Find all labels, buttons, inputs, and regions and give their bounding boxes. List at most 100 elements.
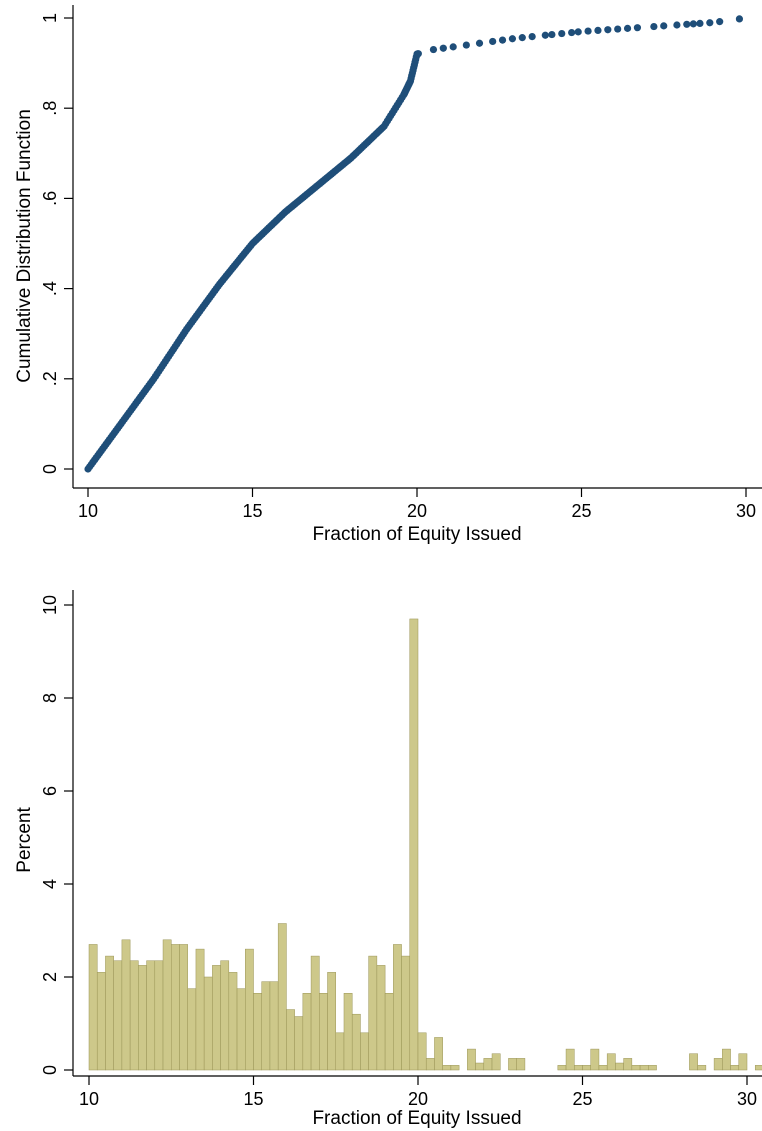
cdf-y-tick-label: 1 [40,13,60,23]
histogram-bar [368,955,378,1071]
histogram-bar [286,1009,295,1071]
histogram-bar [565,1048,575,1071]
cdf-point [498,36,507,44]
histogram-bar [417,1032,427,1071]
histogram-bar [648,1065,657,1071]
histogram-bar [269,981,279,1071]
histogram-bar [401,955,411,1071]
histogram-y-tick-label: 6 [40,786,60,796]
histogram-bar [384,993,394,1071]
histogram-bar [253,993,262,1071]
histogram-bar [623,1058,633,1071]
histogram-chart: 10 15 20 25 30 0 2 4 6 8 10 Fraction of Equity Iss… [14,590,762,1129]
cdf-point [673,21,681,29]
histogram-bar [590,1048,600,1071]
histogram-bar [129,960,139,1071]
histogram-bar [598,1065,608,1071]
histogram-x-tick-label: 15 [243,1089,263,1109]
cdf-point [475,39,484,47]
histogram-bar [319,993,328,1071]
cdf-y-tick-label: .8 [40,101,60,116]
histogram-bar [302,993,312,1071]
cdf-point [462,41,470,49]
histogram-bar [631,1065,641,1071]
histogram-bar [582,1065,591,1071]
histogram-bar [228,972,238,1071]
histogram-y-tick-label: 2 [40,972,60,982]
histogram-bar [393,944,402,1071]
histogram-bar [697,1065,707,1071]
histogram-bar [245,948,254,1071]
histogram-bar [277,923,287,1071]
cdf-chart: 10 15 20 25 30 0 .2 .4 .6 .8 1 Fraction of Equity … [14,5,762,545]
histogram-x-tick-label: 25 [572,1089,592,1109]
cdf-point [683,20,691,28]
histogram-bar [376,965,386,1071]
cdf-point [489,37,497,46]
histogram-bar [713,1058,723,1071]
cdf-point [541,31,549,39]
histogram-bar [754,1065,762,1071]
cdf-point [574,28,582,36]
cdf-point [414,50,422,58]
cdf-point [528,33,536,41]
histogram-bar [360,1032,369,1071]
histogram-bar [261,981,271,1071]
histogram-bar [508,1058,517,1071]
cdf-point [614,25,622,33]
histogram-bar [113,960,123,1071]
histogram-bar [722,1048,731,1071]
histogram-bar [146,960,156,1071]
cdf-x-tick-label: 10 [78,501,98,521]
cdf-point [623,24,632,32]
histogram-bar [409,618,419,1071]
cdf-x-tick-label: 20 [407,501,427,521]
histogram-bar [606,1053,616,1071]
cdf-point [508,35,517,43]
cdf-point [439,44,447,52]
cdf-y-axis-title: Cumulative Distribution Function [14,109,35,383]
histogram-bar [491,1053,501,1071]
cdf-y-tick-label: 0 [40,464,60,474]
cdf-point [706,19,714,27]
histogram-bar [557,1065,567,1071]
cdf-point [584,27,592,35]
histogram-bar [738,1053,748,1071]
cdf-point [604,26,612,34]
cdf-point [716,18,724,26]
histogram-bar [187,988,197,1071]
histogram-bar [467,1048,476,1071]
cdf-point [696,19,704,28]
cdf-x-tick-label: 25 [571,501,591,521]
histogram-bar [88,944,98,1071]
cdf-point [568,28,576,37]
histogram-y-tick-label: 0 [40,1065,60,1075]
cdf-point [449,43,457,51]
histogram-bar [639,1065,649,1071]
histogram-bar [351,1013,361,1071]
histogram-bar [138,965,147,1071]
histogram-axes: 10 15 20 25 30 0 2 4 6 8 10 [40,590,762,1109]
cdf-point [594,26,602,34]
cdf-point [429,45,438,54]
cdf-point [735,15,744,23]
histogram-x-tick-label: 30 [737,1089,757,1109]
cdf-point [633,24,642,32]
histogram-bar [475,1062,485,1071]
histogram-bar [294,1016,304,1071]
histogram-y-tick-label: 8 [40,693,60,703]
histogram-x-tick-label: 20 [408,1089,428,1109]
histogram-bar [574,1065,583,1071]
histogram-bar [236,988,246,1071]
histogram-bar [154,960,164,1071]
histogram-x-tick-label: 10 [79,1089,99,1109]
cdf-point [558,29,566,38]
cdf-x-tick-label: 15 [242,501,262,521]
histogram-bar [442,1065,452,1071]
histogram-bar [483,1058,493,1071]
histogram-bar [96,972,106,1071]
histogram-bar [105,955,114,1071]
histogram-bar [220,960,230,1071]
histogram-bar [335,1032,345,1071]
